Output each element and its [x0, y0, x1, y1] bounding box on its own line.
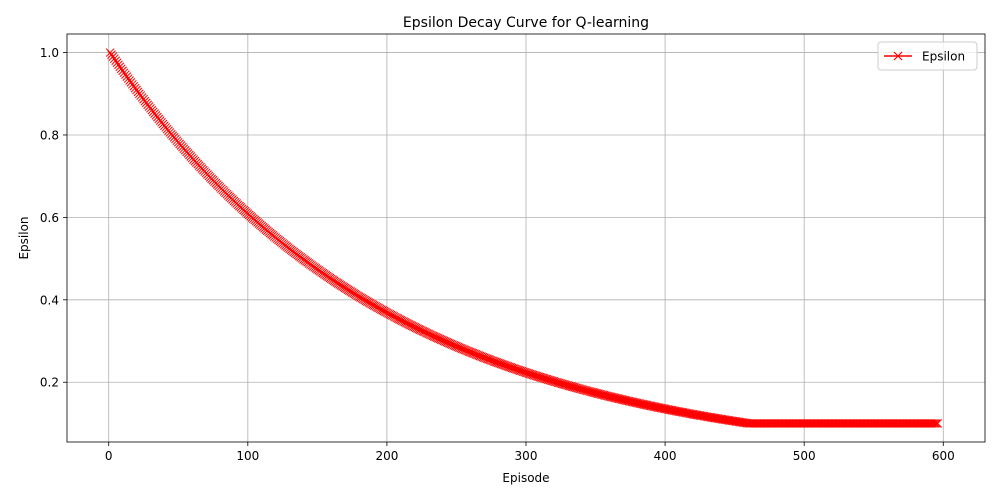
- x-tick-label: 100: [236, 449, 259, 463]
- chart-title: Epsilon Decay Curve for Q-learning: [403, 15, 649, 31]
- y-tick-label: 0.8: [40, 128, 59, 142]
- legend-x-marker: [893, 51, 903, 61]
- legend: Epsilon: [877, 41, 978, 71]
- data-point-marker: [413, 324, 422, 333]
- y-tick-label: 0.2: [40, 376, 59, 390]
- x-tick-label: 600: [932, 449, 955, 463]
- y-axis-ticks: 0.2 0.4 0.6 0.8 1.0: [40, 46, 67, 390]
- data-point-marker: [933, 419, 943, 428]
- data-point-marker: [431, 332, 440, 342]
- data-point-marker: [415, 325, 425, 335]
- y-tick-label: 0.6: [40, 211, 59, 225]
- x-tick-label: 300: [515, 449, 538, 463]
- x-tick-label: 200: [375, 449, 398, 463]
- data-point-marker: [425, 330, 435, 339]
- x-axis-ticks: 0 100 200 300 400 500 600: [105, 442, 955, 463]
- data-point-marker: [422, 328, 432, 338]
- data-point-marker: [432, 333, 442, 343]
- x-tick-label: 400: [654, 449, 677, 463]
- series-markers: [105, 48, 943, 428]
- x-tick-label: 0: [105, 449, 113, 463]
- data-point-marker: [420, 327, 429, 337]
- x-tick-label: 500: [793, 449, 816, 463]
- data-point-marker: [434, 334, 443, 343]
- series-layer: [105, 48, 943, 428]
- data-point-marker: [421, 328, 431, 337]
- grid-lines: [67, 34, 985, 442]
- y-tick-label: 1.0: [40, 46, 59, 60]
- data-point-marker: [417, 326, 427, 335]
- data-point-marker: [931, 419, 941, 428]
- data-point-marker: [435, 334, 445, 344]
- data-point-marker: [929, 419, 938, 428]
- x-axis-label: Episode: [502, 471, 549, 485]
- legend-box: [877, 41, 978, 71]
- data-point-marker: [424, 329, 433, 339]
- legend-label-epsilon: Epsilon: [922, 50, 965, 64]
- y-tick-label: 0.4: [40, 293, 59, 307]
- data-point-marker: [427, 330, 436, 340]
- data-point-marker: [930, 419, 940, 428]
- data-point-marker: [418, 326, 428, 336]
- data-point-marker: [428, 331, 438, 341]
- data-point-marker: [414, 324, 424, 334]
- data-point-marker: [429, 332, 439, 341]
- y-axis-label: Epsilon: [17, 216, 31, 259]
